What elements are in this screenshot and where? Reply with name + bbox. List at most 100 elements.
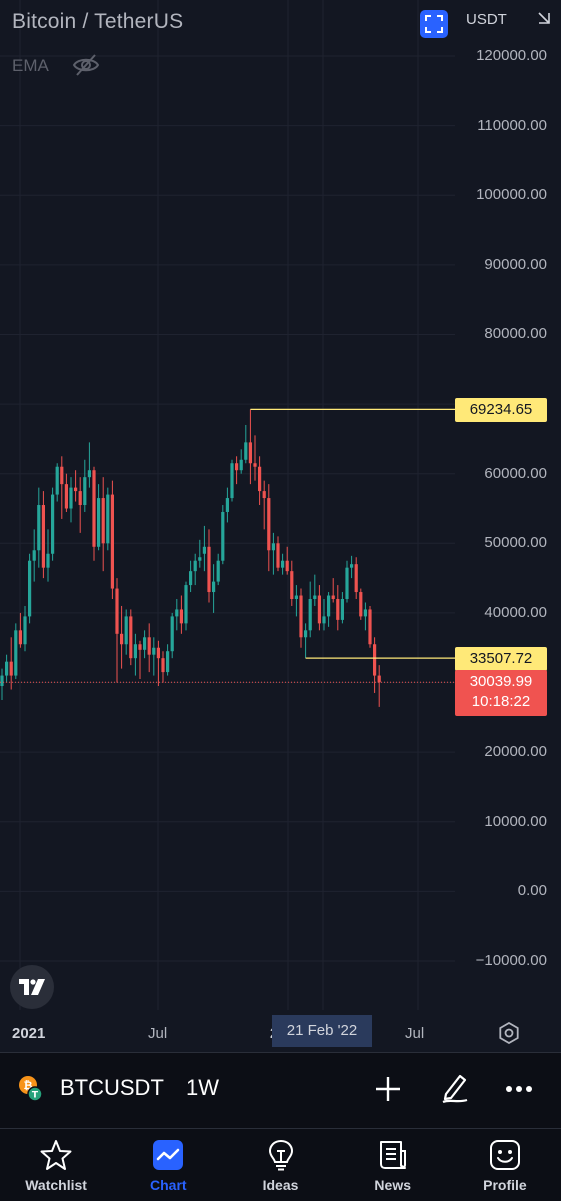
nav-profile-label: Profile: [483, 1177, 527, 1193]
last-price-tag: 30039.99 10:18:22: [455, 670, 547, 716]
drawing-pen-icon[interactable]: [440, 1072, 470, 1104]
low-price-tag: 33507.72: [455, 647, 547, 671]
fullscreen-button[interactable]: [420, 10, 448, 38]
candle-body: [290, 571, 294, 599]
candle-body: [166, 651, 170, 673]
candle-body: [9, 661, 13, 676]
candle-body: [14, 630, 18, 676]
candle-body: [350, 564, 354, 568]
nav-chart[interactable]: Chart: [112, 1129, 224, 1201]
candle-body: [92, 470, 96, 547]
candle-body: [51, 494, 55, 554]
candle-body: [69, 487, 73, 509]
time-label-jul-2021: Jul: [148, 1025, 168, 1042]
candle-body: [193, 560, 197, 572]
more-icon[interactable]: [505, 1078, 533, 1100]
nav-watchlist-label: Watchlist: [25, 1177, 87, 1193]
candle-body: [313, 595, 317, 599]
candle-body: [74, 487, 78, 492]
eye-slash-icon[interactable]: [72, 52, 100, 78]
candle-body: [83, 477, 87, 506]
candle-body: [377, 675, 381, 683]
interval-select[interactable]: 1W: [186, 1075, 219, 1100]
price-axis-label: 20000.00: [484, 743, 547, 761]
candle-body: [359, 592, 363, 617]
candle-body: [322, 616, 326, 624]
candle-body: [124, 616, 128, 645]
candle-body: [331, 595, 335, 599]
candle-body: [336, 599, 340, 620]
candle-body: [41, 505, 45, 568]
candle-body: [308, 599, 312, 631]
nav-ideas[interactable]: Ideas: [224, 1129, 336, 1201]
candle-body: [28, 560, 32, 617]
candle-body: [120, 633, 124, 645]
price-axis-label: 10000.00: [484, 812, 547, 830]
tradingview-logo[interactable]: [10, 965, 54, 1009]
news-icon: [379, 1141, 406, 1169]
price-axis-label: 100000.00: [476, 186, 547, 204]
price-axis-label: 120000.00: [476, 47, 547, 64]
candle-body: [345, 567, 349, 599]
candle-body: [138, 644, 142, 650]
symbol-title: Bitcoin / TetherUS: [12, 10, 184, 33]
candle-body: [285, 560, 289, 572]
price-axis-label: −10000.00: [475, 952, 547, 969]
high-price-tag: 69234.65: [455, 398, 547, 422]
candle-body: [5, 661, 9, 676]
candle-body: [304, 630, 308, 638]
candle-body: [184, 585, 188, 624]
price-axis-label: 110000.00: [477, 116, 547, 134]
candle-body: [129, 616, 133, 659]
chart-area[interactable]: Bitcoin / TetherUS EMA USDT 120000.00 110…: [0, 0, 561, 1050]
candle-body: [106, 494, 110, 544]
candle-body: [64, 484, 68, 509]
candle-body: [354, 564, 358, 593]
nav-watchlist[interactable]: Watchlist: [0, 1129, 112, 1201]
candle-body: [78, 491, 82, 506]
candle-body: [340, 599, 344, 620]
candle-body: [189, 571, 193, 586]
candle-body: [18, 630, 22, 645]
candle-body: [115, 588, 119, 634]
candle-body: [202, 546, 206, 554]
candle-body: [23, 616, 27, 645]
candle-body: [281, 560, 285, 568]
price-axis-label: 40000.00: [484, 603, 547, 621]
candle-body: [179, 609, 183, 624]
candle-body: [225, 498, 229, 512]
candle-body: [230, 463, 234, 499]
candle-body: [0, 675, 4, 687]
last-price-value: 30039.99: [469, 673, 533, 690]
candlestick-chart[interactable]: [0, 0, 561, 1050]
price-axis-label: 80000.00: [484, 325, 547, 343]
plus-icon[interactable]: [374, 1075, 402, 1103]
candle-body: [101, 498, 105, 544]
symbol-name[interactable]: BTCUSDT: [60, 1075, 164, 1100]
caret-down-icon[interactable]: [538, 12, 550, 24]
candle-body: [143, 637, 147, 650]
candle-body: [32, 550, 36, 561]
time-label-2021: 2021: [12, 1025, 46, 1042]
candle-body: [97, 498, 101, 547]
candle-body: [156, 647, 160, 659]
nav-profile[interactable]: Profile: [449, 1129, 561, 1201]
candle-body: [271, 543, 275, 551]
lightbulb-icon: [268, 1139, 293, 1171]
candle-body: [368, 609, 372, 645]
candle-body: [147, 637, 151, 655]
candle-body: [267, 498, 271, 551]
candle-body: [248, 442, 252, 464]
star-icon: [40, 1140, 72, 1170]
chart-settings-icon[interactable]: [498, 1022, 520, 1044]
indicator-label[interactable]: EMA: [12, 56, 49, 75]
candle-body: [317, 595, 321, 624]
nav-news[interactable]: News: [337, 1129, 449, 1201]
currency-select[interactable]: USDT: [466, 11, 507, 28]
candle-body: [46, 553, 50, 568]
candle-body: [55, 466, 59, 495]
bitcoin-tether-icon: ₿ T: [19, 1076, 43, 1102]
candle-body: [161, 658, 165, 673]
candle-body: [258, 466, 262, 492]
candle-body: [294, 595, 298, 599]
